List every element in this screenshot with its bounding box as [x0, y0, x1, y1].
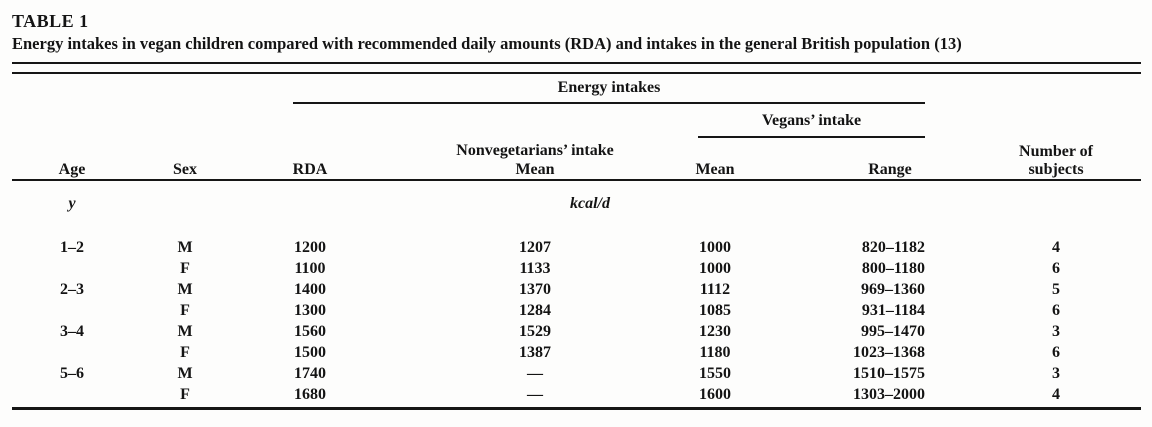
column-header-age: Age: [58, 161, 86, 178]
cell-number-of-subjects: 5: [1052, 281, 1060, 298]
cell-sex: F: [180, 302, 190, 319]
cell-range: 1510–1575: [853, 365, 925, 382]
cell-sex: M: [177, 365, 193, 382]
cell-age: 1–2: [60, 239, 84, 256]
cell-range: 995–1470: [861, 323, 925, 340]
table-caption: Energy intakes in vegan children compare…: [12, 34, 962, 53]
cell-range: 969–1360: [861, 281, 925, 298]
column-header-nonveg-mean: Mean: [515, 161, 555, 178]
cell-rda: 1560: [294, 323, 326, 340]
column-header-number-of-subjects-line1: Number of: [1019, 143, 1093, 160]
table-row: F 1100 1133 1000 800–1180 6: [0, 258, 1152, 279]
cell-rda: 1200: [294, 239, 326, 256]
cell-rda: 1740: [294, 365, 326, 382]
table-row: F 1500 1387 1180 1023–1368 6: [0, 342, 1152, 363]
group-header-vegans-intake: Vegans’ intake: [761, 112, 862, 129]
cell-number-of-subjects: 6: [1052, 302, 1060, 319]
column-header-range: Range: [868, 161, 912, 178]
cell-vegan-mean: 1112: [699, 281, 731, 298]
table-row: 3–4 M 1560 1529 1230 995–1470 3: [0, 321, 1152, 342]
cell-sex: M: [177, 239, 193, 256]
cell-vegan-mean: 1230: [699, 323, 731, 340]
cell-vegan-mean: 1550: [699, 365, 731, 382]
cell-range: 1023–1368: [853, 344, 925, 361]
group-header-nonvegetarians-intake: Nonvegetarians’ intake: [456, 142, 614, 159]
cell-nonveg-mean: 1529: [519, 323, 551, 340]
cell-range: 1303–2000: [853, 386, 925, 403]
table-number-title: TABLE 1: [12, 11, 89, 31]
cell-vegan-mean: 1000: [699, 239, 731, 256]
energy-intakes-spanner-rule: [293, 102, 925, 104]
cell-rda: 1300: [294, 302, 326, 319]
cell-nonveg-mean: 1284: [519, 302, 551, 319]
column-header-sex: Sex: [173, 161, 197, 178]
cell-vegan-mean: 1600: [699, 386, 731, 403]
cell-range: 820–1182: [861, 239, 925, 256]
cell-nonveg-mean: 1387: [519, 344, 551, 361]
group-header-energy-intakes: Energy intakes: [557, 79, 661, 96]
table-row: 1–2 M 1200 1207 1000 820–1182 4: [0, 237, 1152, 258]
cell-nonveg-mean: —: [527, 365, 543, 382]
cell-rda: 1500: [294, 344, 326, 361]
table-row: 5–6 M 1740 — 1550 1510–1575 3: [0, 363, 1152, 384]
cell-rda: 1100: [294, 260, 326, 277]
cell-range: 931–1184: [861, 302, 925, 319]
age-unit-label: y: [68, 195, 76, 212]
table-row: 2–3 M 1400 1370 1112 969–1360 5: [0, 279, 1152, 300]
cell-number-of-subjects: 4: [1052, 386, 1060, 403]
vegans-intake-spanner-rule: [698, 136, 925, 138]
cell-age: 5–6: [60, 365, 84, 382]
cell-vegan-mean: 1085: [699, 302, 731, 319]
cell-age: 2–3: [60, 281, 84, 298]
cell-rda: 1680: [294, 386, 326, 403]
table-row: F 1680 — 1600 1303–2000 4: [0, 384, 1152, 405]
column-header-number-of-subjects-line2: subjects: [1028, 161, 1084, 178]
column-header-rda: RDA: [292, 161, 328, 178]
cell-vegan-mean: 1180: [699, 344, 731, 361]
cell-rda: 1400: [294, 281, 326, 298]
cell-number-of-subjects: 6: [1052, 260, 1060, 277]
cell-nonveg-mean: 1207: [519, 239, 551, 256]
cell-range: 800–1180: [861, 260, 925, 277]
cell-number-of-subjects: 6: [1052, 344, 1060, 361]
cell-number-of-subjects: 3: [1052, 323, 1060, 340]
table-bottom-rule: [12, 407, 1141, 410]
cell-sex: M: [177, 281, 193, 298]
cell-nonveg-mean: 1370: [519, 281, 551, 298]
column-header-vegan-mean: Mean: [695, 161, 735, 178]
cell-age: 3–4: [60, 323, 84, 340]
energy-unit-label: kcal/d: [570, 195, 610, 212]
cell-sex: F: [180, 260, 190, 277]
cell-nonveg-mean: —: [527, 386, 543, 403]
cell-sex: M: [177, 323, 193, 340]
cell-number-of-subjects: 3: [1052, 365, 1060, 382]
cell-nonveg-mean: 1133: [519, 260, 551, 277]
table-row: F 1300 1284 1085 931–1184 6: [0, 300, 1152, 321]
cell-number-of-subjects: 4: [1052, 239, 1060, 256]
table-body: 1–2 M 1200 1207 1000 820–1182 4 F 1100 1…: [0, 237, 1152, 405]
header-bottom-rule: [12, 179, 1141, 181]
cell-sex: F: [180, 344, 190, 361]
cell-sex: F: [180, 386, 190, 403]
cell-vegan-mean: 1000: [699, 260, 731, 277]
top-double-rule: [12, 62, 1141, 74]
